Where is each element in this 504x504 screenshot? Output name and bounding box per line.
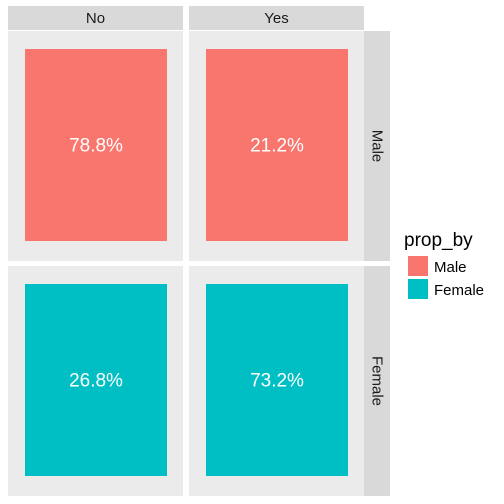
facet-row-label-female: Female [369,356,386,406]
tile-yes-male [206,49,348,241]
legend-key-male [408,256,428,276]
legend-label-male: Male [434,259,467,276]
legend-label-female: Female [434,282,484,299]
facet-row-strip-female: Female [364,266,390,496]
facet-col-strip-yes: Yes [189,6,364,30]
legend: prop_by Male Female [404,230,484,299]
facet-col-label-no: No [86,10,105,27]
tile-no-male [25,49,167,241]
tile-label-yes-male: 21.2% [250,136,304,157]
tile-label-yes-female: 73.2% [250,371,304,392]
tile-label-no-female: 26.8% [69,371,123,392]
tile-label-no-male: 78.8% [69,136,123,157]
legend-title: prop_by [404,230,473,251]
facet-row-strip-male: Male [364,31,390,261]
facet-col-strip-no: No [8,6,183,30]
facet-row-label-male: Male [369,130,386,163]
facet-col-label-yes: Yes [264,10,288,27]
tile-no-female [25,284,167,476]
legend-key-female [408,279,428,299]
tile-yes-female [206,284,348,476]
